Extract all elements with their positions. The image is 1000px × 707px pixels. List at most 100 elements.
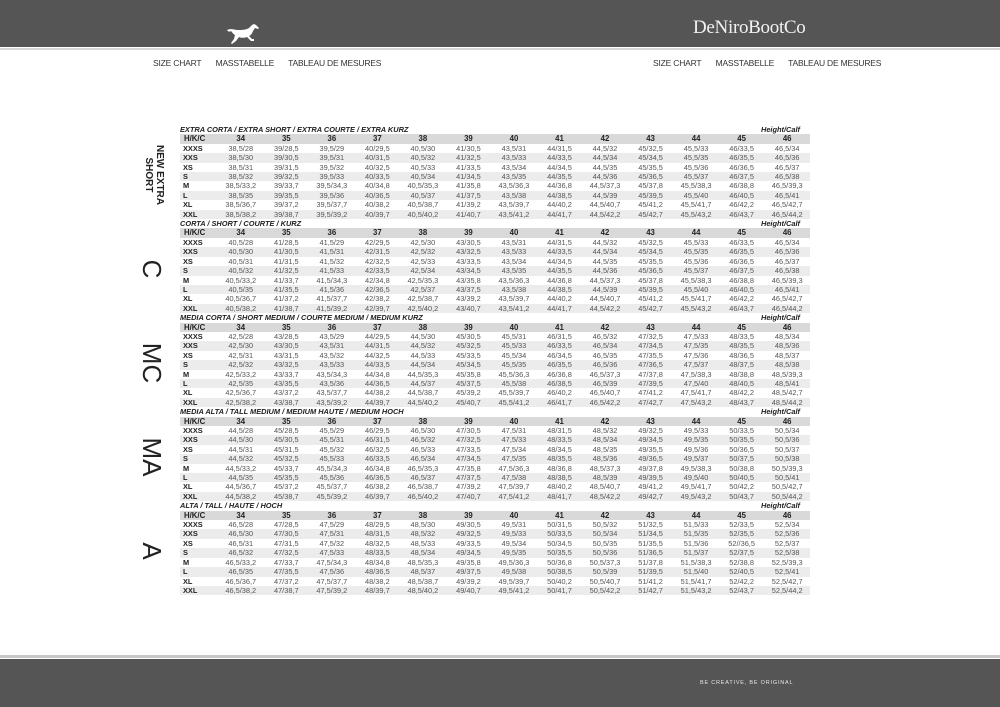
table-cell: 47,5/33 (683, 331, 709, 341)
table-cell: 46,5/44,2 (764, 303, 810, 314)
table-cell: 47/33,5 (456, 444, 481, 454)
table-cell: 48,5/42,2 (582, 491, 628, 502)
table-cell: 41/39,2 (456, 200, 481, 210)
section-side-label: A (137, 542, 167, 560)
table-cell: 38,5/38,2 (218, 209, 264, 220)
table-cell: 48/31,5 (354, 529, 401, 539)
table-cell: 50/31,5 (547, 520, 572, 530)
table-row: XXXS 42,5/28 43/28,5 43,5/29 44/29,5 44,5/30 4… (180, 332, 810, 341)
column-header-size: 38 (400, 510, 446, 521)
column-header-size: 40 (491, 228, 537, 238)
table-cell: 38,5/28 (228, 143, 254, 153)
table-cell: 49/34,5 (445, 548, 492, 558)
table-cell: 39,5/29 (319, 143, 345, 153)
table-cell: 40,5/35 (218, 284, 264, 295)
table-cell: 46/36,5 (729, 162, 754, 172)
table-cell: 45,5/41,2 (491, 397, 537, 408)
table-cell: 48,5/37 (400, 567, 446, 577)
table-cell: 45,5/41,7 (680, 200, 712, 210)
table-cell: 45,5/37,7 (316, 482, 348, 492)
table-cell: 42,5/36,7 (225, 388, 257, 398)
table-cell: 46/42,2 (729, 200, 754, 210)
table-cell: 51,5/43,2 (673, 585, 719, 596)
column-header-size: 40 (491, 322, 537, 332)
table-cell: 41/38,7 (263, 303, 310, 314)
table-cell: 46/32,5 (365, 444, 390, 454)
nav-masstabelle[interactable]: MASSTABELLE (215, 58, 275, 68)
table-cell: 47,5/35 (491, 454, 537, 464)
table-cell: 43/38,7 (263, 397, 310, 408)
table-cell: 50,5/32 (592, 520, 618, 530)
table-cell: 47/35,5 (638, 350, 663, 360)
column-header-size: 42 (582, 322, 628, 332)
table-cell: 46,5/38,7 (407, 482, 439, 492)
row-size-label: L (180, 473, 218, 483)
nav-tableau-de-mesures[interactable]: TABLEAU DE MESURES (788, 58, 882, 68)
table-cell: 41,5/36 (309, 284, 355, 295)
table-cell: 46,5/35 (218, 567, 264, 577)
table-row: XXS 40,5/30 41/30,5 41,5/31 42/31,5 42,5/32 43… (180, 247, 810, 257)
table-cell: 46/31,5 (354, 435, 401, 445)
row-size-label: XS (183, 444, 193, 454)
table-cell: 45/38,7 (263, 491, 310, 502)
table-cell: 41/30,5 (263, 247, 310, 257)
table-row: XXS 46,5/30 47/30,5 47,5/31 48/31,5 48,5/32 49… (180, 529, 810, 539)
table-cell: 46,5/44,2 (764, 209, 810, 220)
table-cell: 44,5/38,7 (407, 388, 439, 398)
table-row: XXL 40,5/38,2 41/38,7 41,5/39,2 42/39,7 42,5/… (180, 303, 810, 314)
table-cell: 42,5/30 (218, 341, 264, 351)
row-size-label: S (180, 548, 218, 558)
row-size-label: S (180, 172, 218, 182)
table-cell: 46/31,5 (547, 331, 572, 341)
table-cell: 44/29,5 (365, 331, 390, 341)
table-cell: 46,5/30 (218, 529, 264, 539)
table-cell: 43/33,7 (273, 369, 299, 379)
table-cell: 47/30,5 (456, 426, 481, 435)
nav-masstabelle[interactable]: MASSTABELLE (715, 58, 775, 68)
table-cell: 49/32,5 (638, 426, 663, 435)
table-cell: 44,5/32 (592, 237, 618, 247)
table-cell: 46/38,5 (536, 378, 583, 389)
table-cell: 49,5/37 (673, 454, 719, 464)
column-header-row: H/K/C 34 35 36 37 38 39 40 41 42 43 44 45 46 (180, 322, 810, 332)
table-cell: 49/35,5 (638, 444, 663, 454)
table-cell: 48/41,7 (536, 491, 583, 502)
table-cell: 45/41,2 (638, 294, 663, 304)
row-size-label: S (180, 454, 218, 464)
row-size-label: L (180, 284, 218, 295)
height-calf-label: Height/Calf (760, 313, 800, 323)
table-cell: 46/40,2 (547, 388, 572, 398)
table-cell: 43,5/35 (491, 266, 537, 276)
table-cell: 52,5/41 (764, 567, 810, 577)
column-header-size: 34 (218, 510, 264, 521)
table-cell: 46/43,7 (718, 209, 765, 220)
table-cell: 40/38,2 (365, 200, 390, 210)
column-header-size: 34 (218, 134, 264, 144)
table-cell: 42,5/38,2 (218, 397, 264, 408)
table-cell: 48/38,2 (365, 576, 390, 586)
table-cell: 48,5/39 (582, 473, 628, 483)
table-cell: 42/32,5 (365, 256, 390, 266)
table-cell: 43/34,5 (445, 266, 492, 276)
table-cell: 44,5/31 (228, 444, 254, 454)
table-cell: 45,5/40 (673, 284, 719, 295)
table-cell: 40,5/38,2 (218, 303, 264, 314)
table-cell: 46,5/37 (774, 162, 800, 172)
table-cell: 45,5/29 (319, 426, 345, 435)
table-cell: 46,5/36 (764, 153, 810, 163)
table-cell: 50,5/38 (764, 454, 810, 464)
table-cell: 46,5/34 (582, 341, 628, 351)
nav-size-chart[interactable]: SIZE CHART (153, 58, 202, 68)
table-row: L 42,5/35 43/35,5 43,5/36 44/36,5 44,5/37 45/3… (180, 378, 810, 389)
table-cell: 38,5/30 (218, 153, 264, 163)
table-cell: 44,5/36,7 (225, 482, 257, 492)
table-cell: 51/34,5 (627, 529, 674, 539)
nav-tableau-de-mesures[interactable]: TABLEAU DE MESURES (288, 58, 382, 68)
table-cell: 39/28,5 (273, 143, 299, 153)
table-cell: 44/41,7 (536, 303, 583, 314)
table-row: XXL 46,5/38,2 47/38,7 47,5/39,2 48/39,7 48,5/… (180, 585, 810, 596)
table-cell: 49,5/41,2 (491, 585, 537, 596)
table-cell: 44,5/32 (400, 341, 446, 351)
nav-size-chart[interactable]: SIZE CHART (653, 58, 702, 68)
table-cell: 50,5/34 (774, 426, 800, 435)
